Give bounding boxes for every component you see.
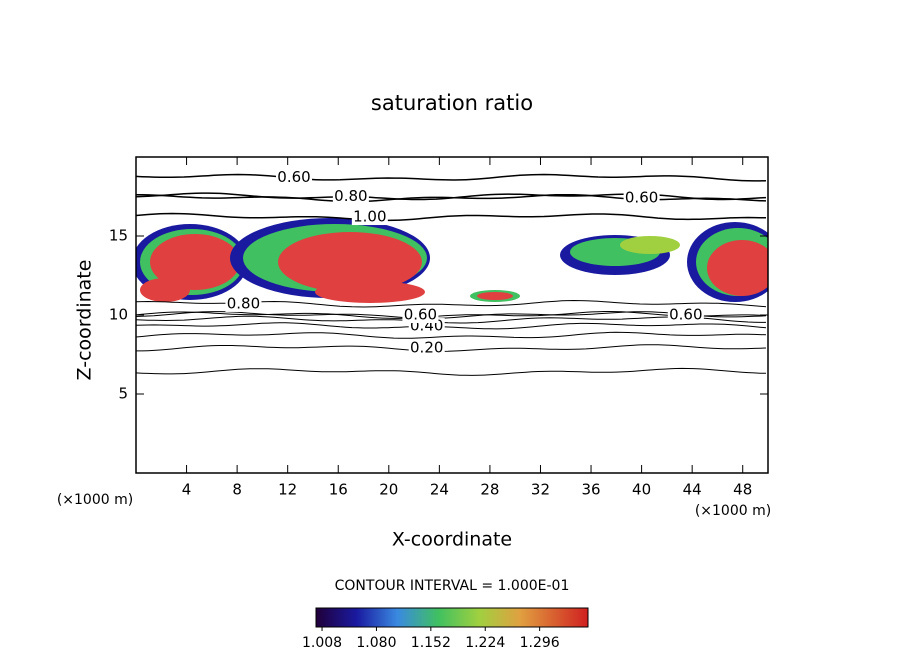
x-tick-label: 40 xyxy=(632,481,651,499)
contour-line xyxy=(136,367,767,376)
x-tick-label: 32 xyxy=(531,481,550,499)
contour-label-bg xyxy=(276,169,312,186)
x-tick-label: 36 xyxy=(581,481,600,499)
contour-label: 1.00 xyxy=(353,208,386,226)
colorbar xyxy=(315,607,589,628)
contour-line xyxy=(136,331,767,339)
contour-label-bg xyxy=(402,307,439,323)
x-unit-label: (×1000 m) xyxy=(57,492,133,508)
colorbar-tick-label: 1.224 xyxy=(465,635,505,651)
contour-line xyxy=(136,322,767,330)
contour-line xyxy=(136,344,767,352)
y-tick-label: 5 xyxy=(118,385,128,403)
x-tick-label: 4 xyxy=(182,481,192,499)
x-tick-label: 8 xyxy=(232,481,242,499)
y-axis-label: Z-coordinate xyxy=(74,260,96,381)
x-tick-label: 48 xyxy=(733,481,752,499)
contour-interval: CONTOUR INTERVAL = 1.000E-01 xyxy=(335,578,570,594)
contour-label-bg xyxy=(225,295,262,312)
contour-label: 0.60 xyxy=(277,168,310,186)
contour-line xyxy=(136,212,767,222)
contour-label: 0.60 xyxy=(669,306,702,324)
x-tick-label: 16 xyxy=(329,481,348,499)
x-tick-label: 12 xyxy=(278,481,297,499)
contour-line xyxy=(136,173,767,182)
y-tick-label: 10 xyxy=(109,306,128,324)
contour-label: 0.20 xyxy=(410,339,443,357)
contour-line xyxy=(136,311,767,319)
contour-line xyxy=(136,311,767,319)
fields xyxy=(136,218,768,303)
contour-line xyxy=(136,315,766,324)
colorbar-tick-label: 1.152 xyxy=(411,635,451,651)
contours xyxy=(136,173,767,376)
colorbar-tick-label: 1.296 xyxy=(520,635,560,651)
colorbar-tick-label: 1.008 xyxy=(302,635,342,651)
contour-label-bg xyxy=(623,190,660,207)
contour-label-bg xyxy=(332,188,369,205)
x-tick-label: 24 xyxy=(430,481,449,499)
x-unit-label: (×1000 m) xyxy=(695,503,771,519)
x-axis-label: X-coordinate xyxy=(392,529,512,551)
x-tick-label: 28 xyxy=(480,481,499,499)
contour-label: 0.60 xyxy=(404,306,437,324)
contour-label-bg xyxy=(408,340,445,357)
x-tick-label: 44 xyxy=(683,481,702,499)
shaded-region xyxy=(136,218,768,303)
x-tick-label: 20 xyxy=(379,481,398,499)
contour-label-bg xyxy=(351,209,388,226)
contour-line xyxy=(136,193,767,203)
contour-label: 0.80 xyxy=(334,187,367,205)
chart-title: saturation ratio xyxy=(371,91,533,115)
y-tick-label: 15 xyxy=(109,227,128,245)
contour-label-bg xyxy=(667,307,704,323)
contour-label: 0.80 xyxy=(227,294,260,312)
contour-label: 0.60 xyxy=(625,189,658,207)
colorbar-tick-label: 1.080 xyxy=(356,635,396,651)
